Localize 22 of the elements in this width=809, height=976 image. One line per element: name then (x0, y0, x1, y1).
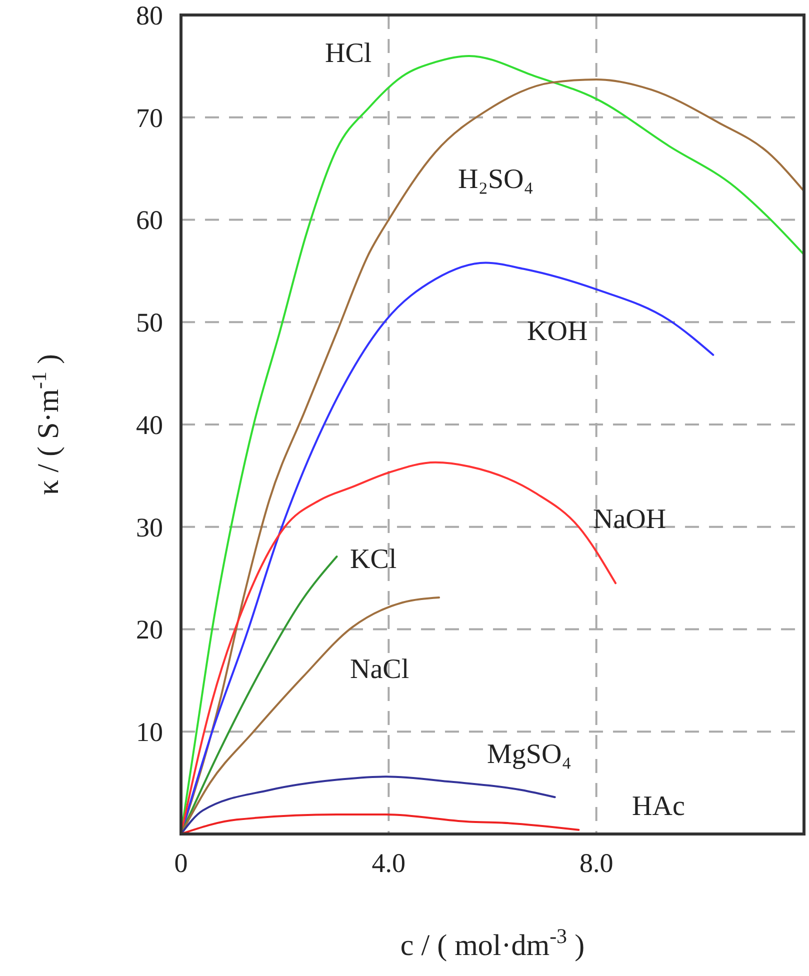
x-tick-label: 0 (174, 848, 188, 878)
line-series (180, 814, 580, 835)
x-tick-label: 4.0 (372, 848, 406, 878)
y-tick-label: 60 (136, 205, 163, 236)
y-tick-label: 70 (136, 102, 163, 133)
series-label: HCl (325, 38, 372, 69)
series-label: H₂SO₄ (458, 164, 534, 195)
series-label: HAc (632, 791, 685, 822)
y-tick-label: 30 (136, 512, 163, 542)
series-label: KOH (527, 316, 588, 347)
y-tick-label: 10 (136, 717, 163, 748)
x-tick-label: 8.0 (579, 848, 614, 878)
series-label: NaOH (593, 504, 666, 535)
series-label: MgSO₄ (487, 739, 572, 770)
series-label: NaCl (350, 654, 410, 685)
y-tick-label: 20 (136, 614, 163, 645)
x-axis-title: c / ( mol·dm$^{-3}$ ) (400, 924, 585, 962)
y-tick-label: 40 (136, 410, 163, 440)
line-series (180, 776, 556, 835)
series-label: KCl (350, 544, 397, 575)
y-tick-label: 50 (136, 308, 163, 338)
y-tick-label: 80 (136, 0, 163, 30)
